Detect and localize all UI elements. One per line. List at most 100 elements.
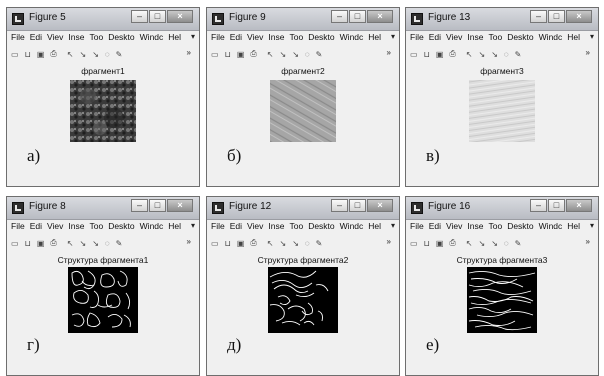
rotate-icon[interactable]: ◌ [304, 49, 310, 59]
menu-view[interactable]: Viev [446, 221, 463, 231]
new-figure-icon[interactable]: ▭ [11, 238, 19, 248]
pointer-icon[interactable]: ↖ [465, 49, 473, 59]
zoom-in-icon[interactable]: ↘ [279, 238, 287, 248]
minimize-icon[interactable]: – [331, 199, 348, 212]
title-bar[interactable]: Figure 12 – □ × [207, 197, 399, 220]
menu-help[interactable]: Hel [368, 32, 382, 42]
minimize-icon[interactable]: – [530, 10, 547, 23]
data-cursor-icon[interactable]: ✎ [315, 49, 323, 59]
rotate-icon[interactable]: ◌ [503, 49, 509, 59]
menu-help[interactable]: Hel [168, 32, 182, 42]
zoom-in-icon[interactable]: ↘ [478, 238, 486, 248]
new-figure-icon[interactable]: ▭ [410, 49, 418, 59]
print-icon[interactable]: ⎙ [250, 238, 257, 247]
menu-window[interactable]: Windc [139, 32, 164, 42]
menu-edit[interactable]: Edi [229, 221, 242, 231]
close-icon[interactable]: × [566, 199, 592, 212]
minimize-icon[interactable]: – [530, 199, 547, 212]
menu-edit[interactable]: Edi [229, 32, 242, 42]
menu-window[interactable]: Windc [139, 221, 164, 231]
menu-overflow-icon[interactable]: ▾ [190, 221, 195, 230]
menu-tools[interactable]: Too [289, 32, 304, 42]
title-bar[interactable]: Figure 9 – □ × [207, 8, 399, 31]
maximize-icon[interactable]: □ [349, 10, 366, 23]
zoom-out-icon[interactable]: ↘ [92, 238, 99, 248]
save-icon[interactable]: ▣ [36, 238, 45, 248]
rotate-icon[interactable]: ◌ [503, 238, 509, 248]
menu-window[interactable]: Windc [339, 32, 364, 42]
open-icon[interactable]: ⊔ [423, 238, 430, 248]
open-icon[interactable]: ⊔ [24, 238, 31, 248]
rotate-icon[interactable]: ◌ [104, 49, 110, 59]
title-bar[interactable]: Figure 13 – □ × [406, 8, 598, 31]
menu-overflow-icon[interactable]: ▾ [589, 221, 594, 230]
data-cursor-icon[interactable]: ✎ [514, 238, 522, 248]
open-icon[interactable]: ⊔ [24, 49, 31, 59]
new-figure-icon[interactable]: ▭ [11, 49, 19, 59]
zoom-in-icon[interactable]: ↘ [79, 238, 87, 248]
menu-insert[interactable]: Inse [467, 32, 484, 42]
data-cursor-icon[interactable]: ✎ [315, 238, 323, 248]
save-icon[interactable]: ▣ [236, 49, 245, 59]
menu-help[interactable]: Hel [168, 221, 182, 231]
menu-desktop[interactable]: Deskto [507, 221, 534, 231]
zoom-in-icon[interactable]: ↘ [79, 49, 87, 59]
menu-insert[interactable]: Inse [467, 221, 484, 231]
print-icon[interactable]: ⎙ [50, 238, 57, 247]
maximize-icon[interactable]: □ [349, 199, 366, 212]
close-icon[interactable]: × [167, 10, 193, 23]
close-icon[interactable]: × [566, 10, 592, 23]
toolbar-overflow-icon[interactable]: » [386, 237, 391, 246]
menu-file[interactable]: File [211, 221, 225, 231]
menu-desktop[interactable]: Deskto [108, 221, 135, 231]
menu-view[interactable]: Viev [446, 32, 463, 42]
save-icon[interactable]: ▣ [236, 238, 245, 248]
save-icon[interactable]: ▣ [36, 49, 45, 59]
menu-view[interactable]: Viev [247, 32, 264, 42]
close-icon[interactable]: × [367, 10, 393, 23]
menu-insert[interactable]: Inse [268, 221, 285, 231]
title-bar[interactable]: Figure 8 – □ × [7, 197, 199, 220]
save-icon[interactable]: ▣ [435, 238, 444, 248]
minimize-icon[interactable]: – [331, 10, 348, 23]
menu-file[interactable]: File [11, 221, 25, 231]
menu-overflow-icon[interactable]: ▾ [589, 32, 594, 41]
menu-file[interactable]: File [410, 32, 424, 42]
title-bar[interactable]: Figure 5 – □ × [7, 8, 199, 31]
menu-tools[interactable]: Too [89, 221, 104, 231]
menu-edit[interactable]: Edi [428, 32, 441, 42]
menu-help[interactable]: Hel [368, 221, 382, 231]
zoom-out-icon[interactable]: ↘ [491, 238, 498, 248]
rotate-icon[interactable]: ◌ [304, 238, 310, 248]
toolbar-overflow-icon[interactable]: » [386, 48, 391, 57]
menu-insert[interactable]: Inse [268, 32, 285, 42]
menu-edit[interactable]: Edi [29, 221, 42, 231]
pointer-icon[interactable]: ↖ [266, 49, 274, 59]
toolbar-overflow-icon[interactable]: » [186, 48, 191, 57]
menu-insert[interactable]: Inse [68, 32, 85, 42]
menu-view[interactable]: Viev [247, 221, 264, 231]
menu-tools[interactable]: Too [488, 32, 503, 42]
menu-edit[interactable]: Edi [29, 32, 42, 42]
menu-tools[interactable]: Too [488, 221, 503, 231]
zoom-out-icon[interactable]: ↘ [292, 49, 299, 59]
pointer-icon[interactable]: ↖ [66, 238, 74, 248]
menu-desktop[interactable]: Deskto [108, 32, 135, 42]
zoom-out-icon[interactable]: ↘ [92, 49, 99, 59]
pointer-icon[interactable]: ↖ [266, 238, 274, 248]
maximize-icon[interactable]: □ [149, 199, 166, 212]
menu-desktop[interactable]: Deskto [308, 221, 335, 231]
data-cursor-icon[interactable]: ✎ [115, 238, 123, 248]
close-icon[interactable]: × [167, 199, 193, 212]
zoom-out-icon[interactable]: ↘ [491, 49, 498, 59]
zoom-in-icon[interactable]: ↘ [279, 49, 287, 59]
print-icon[interactable]: ⎙ [449, 49, 456, 58]
print-icon[interactable]: ⎙ [50, 49, 57, 58]
menu-file[interactable]: File [211, 32, 225, 42]
menu-window[interactable]: Windc [339, 221, 364, 231]
toolbar-overflow-icon[interactable]: » [585, 48, 590, 57]
toolbar-overflow-icon[interactable]: » [585, 237, 590, 246]
maximize-icon[interactable]: □ [149, 10, 166, 23]
minimize-icon[interactable]: – [131, 10, 148, 23]
open-icon[interactable]: ⊔ [224, 49, 231, 59]
